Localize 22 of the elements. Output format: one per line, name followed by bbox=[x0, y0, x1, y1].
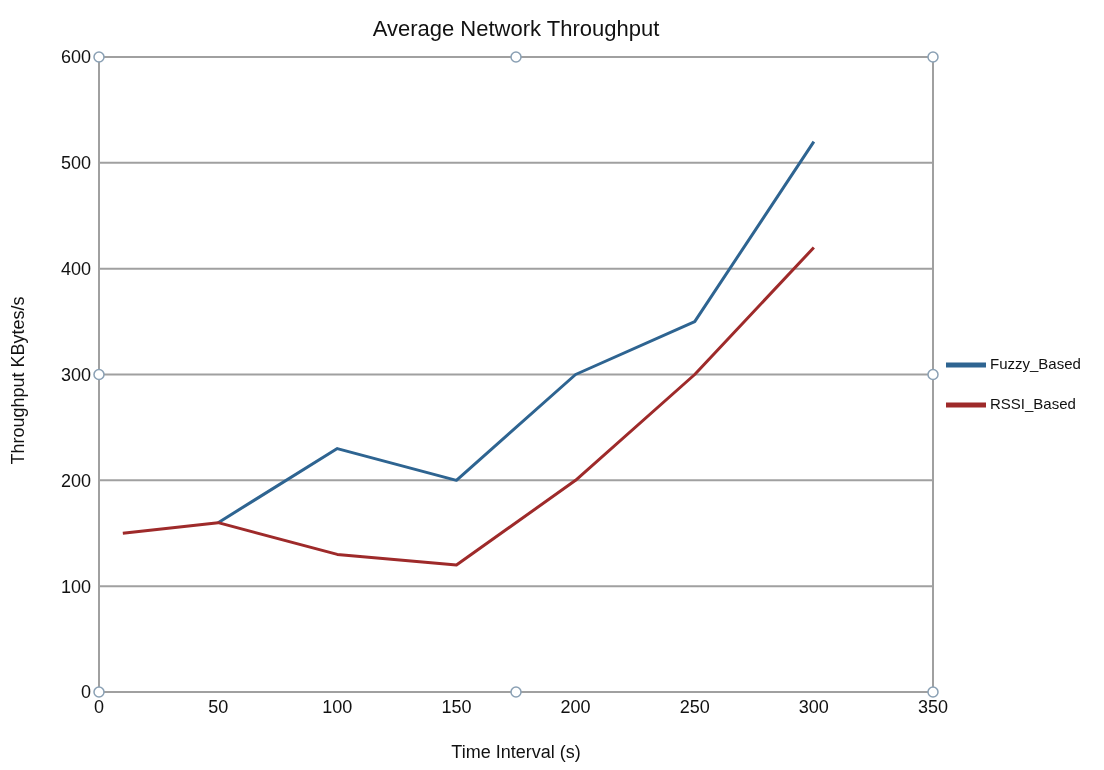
x-tick-label: 200 bbox=[560, 696, 591, 717]
line-series bbox=[121, 246, 816, 567]
y-axis-title: Throughput KBytes/s bbox=[8, 296, 29, 465]
x-tick-label: 100 bbox=[322, 696, 353, 717]
legend-label: RSSI_Based bbox=[990, 394, 1076, 412]
x-tick-label: 0 bbox=[93, 696, 105, 717]
chart-title: Average Network Throughput bbox=[371, 16, 661, 42]
y-tick-label: 200 bbox=[60, 470, 91, 491]
y-tick-label: 300 bbox=[60, 364, 91, 385]
x-tick-label: 300 bbox=[798, 696, 829, 717]
y-tick-label: 100 bbox=[60, 576, 91, 597]
y-tick-label: 0 bbox=[80, 682, 91, 703]
x-tick-label: 50 bbox=[208, 696, 229, 717]
x-axis-title: Time Interval (s) bbox=[450, 742, 582, 763]
y-tick-label: 400 bbox=[60, 259, 91, 280]
y-tick-label: 500 bbox=[60, 153, 91, 174]
x-tick-label: 250 bbox=[679, 696, 710, 717]
x-tick-label: 150 bbox=[441, 696, 472, 717]
x-tick-label: 350 bbox=[917, 696, 949, 717]
y-tick-label: 600 bbox=[60, 47, 91, 68]
line-series bbox=[216, 140, 816, 525]
legend-label: Fuzzy_Based bbox=[990, 354, 1081, 372]
